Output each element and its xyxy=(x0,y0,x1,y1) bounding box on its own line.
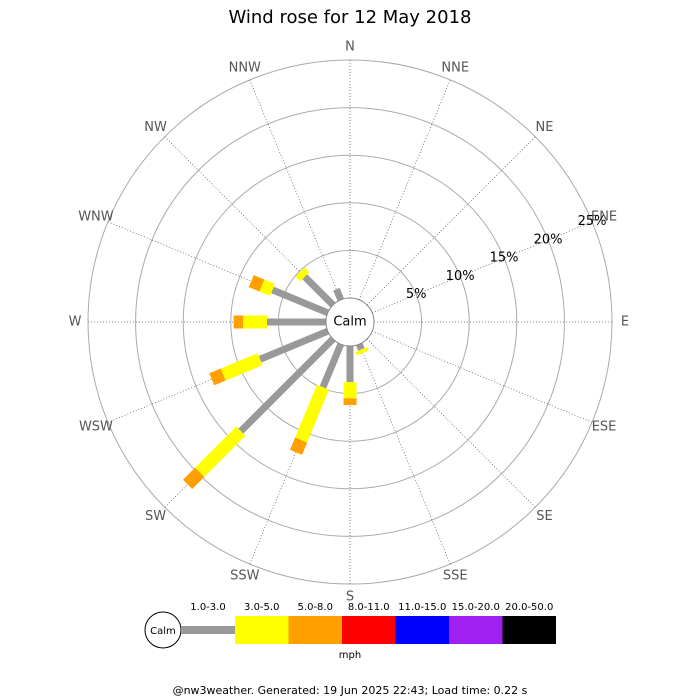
direction-label: NW xyxy=(144,120,167,135)
legend-label: 3.0-5.0 xyxy=(244,602,279,613)
bar-segment xyxy=(259,279,275,296)
bar-segment xyxy=(220,353,263,381)
direction-label: ESE xyxy=(592,420,617,435)
direction-label: S xyxy=(346,590,354,605)
legend-label: 5.0-8.0 xyxy=(298,602,333,613)
r-tick-label: 15% xyxy=(490,251,519,266)
chart-title: Wind rose for 12 May 2018 xyxy=(229,7,472,28)
r-tick-label: 5% xyxy=(406,287,427,302)
bar-segment xyxy=(295,267,310,282)
legend-swatch xyxy=(342,616,396,644)
r-tick-label: 10% xyxy=(446,269,475,284)
bar-segment xyxy=(248,275,265,292)
direction-label: SW xyxy=(145,509,166,524)
footer: @nw3weather. Generated: 19 Jun 2025 22:4… xyxy=(173,684,528,697)
bar-segment xyxy=(195,426,246,477)
legend-swatch xyxy=(502,616,556,644)
direction-label: ENE xyxy=(591,209,617,224)
direction-label: WNW xyxy=(78,209,114,224)
bar-segment xyxy=(289,437,308,455)
bar-segment xyxy=(355,346,369,356)
bar-segment xyxy=(183,467,205,489)
grid-ring xyxy=(182,154,518,490)
spoke xyxy=(372,330,593,423)
direction-label: E xyxy=(621,315,629,330)
spoke xyxy=(366,338,536,508)
spoke xyxy=(358,79,451,300)
legend-label: 8.0-11.0 xyxy=(348,602,390,613)
legend-swatch xyxy=(235,616,289,644)
legend-label: 20.0-50.0 xyxy=(505,602,553,613)
bar-segment xyxy=(258,327,330,363)
spoke xyxy=(249,79,342,300)
bar-segment xyxy=(295,384,329,443)
legend-swatch xyxy=(288,616,342,644)
legend-label: 15.0-20.0 xyxy=(452,602,500,613)
direction-label: NE xyxy=(535,120,553,135)
legend-swatch xyxy=(181,626,235,634)
grid-ring xyxy=(135,107,565,537)
legend-swatch xyxy=(449,616,503,644)
direction-label: WSW xyxy=(79,420,113,435)
calm-label: Calm xyxy=(333,315,366,330)
spoke xyxy=(358,344,451,565)
bar-segment xyxy=(302,274,336,308)
direction-label: NNW xyxy=(229,60,261,75)
bar-segment xyxy=(209,368,226,386)
legend-label: 1.0-3.0 xyxy=(190,602,225,613)
legend-label: 11.0-15.0 xyxy=(398,602,446,613)
bar-segment xyxy=(355,342,365,351)
bar-segment xyxy=(271,286,330,317)
bar-segment xyxy=(333,287,345,302)
direction-label: SSW xyxy=(230,569,260,584)
legend-unit: mph xyxy=(339,650,361,661)
direction-label: W xyxy=(69,315,82,330)
legend-swatch xyxy=(395,616,449,644)
direction-label: NNE xyxy=(441,60,469,75)
direction-label: N xyxy=(345,40,355,55)
r-tick-label: 25% xyxy=(578,214,607,229)
r-tick-label: 20% xyxy=(534,232,563,247)
direction-label: SE xyxy=(536,509,552,524)
bar-segment xyxy=(238,336,336,434)
spoke xyxy=(372,221,593,314)
legend-calm-label: Calm xyxy=(150,626,176,637)
calm-circle xyxy=(325,297,375,347)
bar-segment xyxy=(319,342,345,389)
grid-ring xyxy=(230,202,470,442)
direction-label: SSE xyxy=(443,569,468,584)
spoke xyxy=(366,136,536,306)
